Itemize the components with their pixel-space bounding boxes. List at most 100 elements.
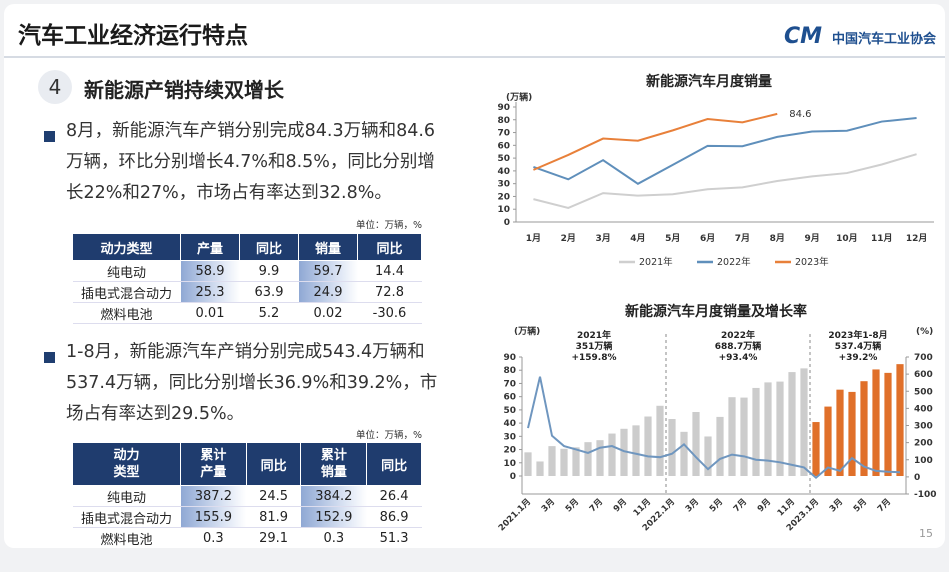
- bullet-text: 8月，新能源汽车产销分别完成84.3万辆和84.6万辆，环比分别增长4.7%和8…: [66, 121, 436, 203]
- column-header: 动力类型: [72, 442, 181, 486]
- y-tick-label: 20: [503, 446, 516, 456]
- y2-axis-label: (%): [916, 327, 933, 337]
- column-header-text: 动力类型: [113, 448, 140, 480]
- table-cell: 9.9: [239, 260, 299, 282]
- bullet-marker: [44, 131, 55, 142]
- x-tick-label: 1月: [526, 233, 541, 244]
- y2-tick-label: 300: [914, 422, 933, 432]
- bar: [776, 381, 784, 476]
- table-cell: 29.1: [246, 527, 301, 548]
- table-row: 插电式混合动力 155.9 81.9 152.9 86.9: [72, 506, 422, 528]
- table-cell: 0.02: [298, 302, 358, 324]
- column-header-text: 同比: [376, 241, 403, 257]
- y-tick-label: 60: [503, 393, 516, 403]
- unit-label: 单位：万辆，%: [355, 220, 422, 231]
- table-cell: 燃料电池: [72, 302, 181, 324]
- y2-tick-label: 0: [914, 473, 920, 483]
- bar: [704, 436, 712, 476]
- bar: [608, 433, 616, 476]
- y-axis-label: (万辆): [506, 91, 532, 103]
- table-row: 纯电动 387.2 24.5 384.2 26.4: [72, 485, 422, 507]
- bar: [836, 389, 844, 476]
- table-cell: 155.9: [180, 506, 247, 528]
- annotation: 2022年: [721, 329, 755, 341]
- x-tick-label: 4月: [630, 233, 645, 244]
- bar: [860, 381, 868, 476]
- x-tick-label: 2021.1月: [497, 497, 533, 533]
- annotation: 2021年: [577, 329, 611, 341]
- bar: [692, 412, 700, 476]
- y-tick-label: 90: [503, 353, 516, 363]
- x-tick-label: 3月: [595, 233, 610, 244]
- table-row: 燃料电池 0.01 5.2 0.02 -30.6: [72, 302, 422, 324]
- y-tick-label: 80: [497, 116, 510, 126]
- table-row: 燃料电池 0.3 29.1 0.3 51.3: [72, 527, 422, 548]
- chart-title: 新能源汽车月度销量及增长率: [625, 303, 807, 320]
- y-tick-label: 20: [497, 192, 510, 202]
- bar: [536, 461, 544, 476]
- bar: [740, 397, 748, 476]
- annotation: 688.7万辆: [715, 340, 761, 352]
- bar: [656, 405, 664, 476]
- table-cell: 14.4: [357, 260, 422, 282]
- bar: [728, 397, 736, 476]
- bullet-marker: [44, 352, 55, 363]
- x-tick-label: 9月: [756, 497, 773, 514]
- y-tick-label: 90: [497, 103, 510, 113]
- annotation: 537.4万辆: [835, 340, 881, 352]
- y-axis-label: (万辆): [514, 325, 540, 337]
- y-tick-label: 10: [497, 205, 510, 215]
- y2-tick-label: 500: [914, 387, 933, 397]
- column-header-text: 同比: [260, 458, 287, 474]
- bar: [848, 391, 856, 476]
- x-tick-label: 2月: [561, 233, 576, 244]
- charts: 新能源汽车月度销量 (万辆) 0 10 20 30 40 50 60 70 80 90 1月 2月 3月 4月…: [497, 73, 937, 533]
- x-tick-label: 6月: [700, 233, 715, 244]
- table-cell: -30.6: [357, 302, 422, 324]
- header-row: 动力类型 产量 同比 销量 同比: [72, 233, 422, 261]
- bar: [872, 369, 880, 476]
- bar: [644, 416, 652, 476]
- unit-label: 单位：万辆，%: [355, 430, 422, 441]
- slide: 汽车工业经济运行特点 CM 中国汽车工业协会 4 新能源产销持续双增长 8月，新…: [4, 4, 945, 548]
- y-tick-label: 0: [504, 218, 510, 228]
- x-tick-label: 7月: [735, 233, 750, 244]
- x-tick-label: 11月: [632, 497, 653, 518]
- table-cell: 纯电动: [72, 485, 181, 507]
- table-cell: 387.2: [180, 485, 247, 507]
- legend-label: 2021年: [639, 256, 673, 268]
- annotation: +93.4%: [719, 353, 758, 363]
- legend-label: 2023年: [795, 256, 829, 268]
- x-tick-label: 11月: [871, 233, 893, 244]
- table-cell: 0.3: [300, 527, 367, 548]
- bar: [788, 372, 796, 476]
- bar: [524, 452, 532, 476]
- x-tick-label: 8月: [770, 233, 785, 244]
- x-tick-label: 5月: [564, 497, 581, 514]
- table-cell: 86.9: [366, 506, 422, 528]
- table-cell: 59.7: [298, 260, 358, 282]
- y-tick-label: 80: [503, 366, 516, 376]
- column-header: 同比: [357, 233, 422, 261]
- header-rule: [4, 56, 945, 58]
- column-header: 动力类型: [72, 233, 181, 261]
- series-line: [533, 112, 778, 171]
- bar: [620, 428, 628, 476]
- legend-label: 2022年: [717, 256, 751, 268]
- page-number: 15: [919, 527, 933, 540]
- logo-text: 中国汽车工业协会: [832, 32, 937, 47]
- column-header: 同比: [245, 442, 302, 486]
- bar: [752, 387, 760, 476]
- x-tick-label: 11月: [776, 497, 797, 518]
- y-tick-label: 60: [497, 141, 510, 151]
- table-cell: 0.01: [180, 302, 240, 324]
- x-tick-label: 7月: [732, 497, 749, 514]
- table-cell: 插电式混合动力: [72, 506, 181, 528]
- bar: [560, 448, 568, 476]
- y2-tick-label: 600: [914, 370, 933, 380]
- x-tick-label: 3月: [684, 497, 701, 514]
- column-header-text: 产量: [196, 241, 223, 257]
- y2-tick-label: 200: [914, 439, 933, 449]
- y-tick-label: 70: [497, 129, 510, 139]
- table-cell: 纯电动: [72, 260, 181, 282]
